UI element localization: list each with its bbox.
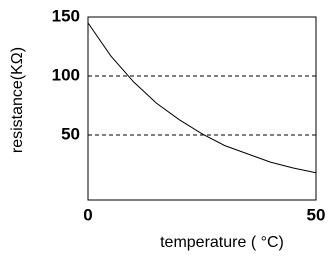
y-axis-label: resistance(KΩ)	[9, 47, 26, 153]
x-axis-label: temperature ( °C)	[160, 234, 284, 251]
y-tick-label: 150	[52, 6, 80, 25]
x-tick-label: 0	[83, 205, 92, 224]
y-tick-label: 100	[52, 65, 80, 84]
y-tick-label: 50	[61, 124, 80, 143]
plot-frame	[87, 16, 317, 201]
data-line	[87, 22, 317, 174]
x-tick-label: 50	[307, 205, 326, 224]
